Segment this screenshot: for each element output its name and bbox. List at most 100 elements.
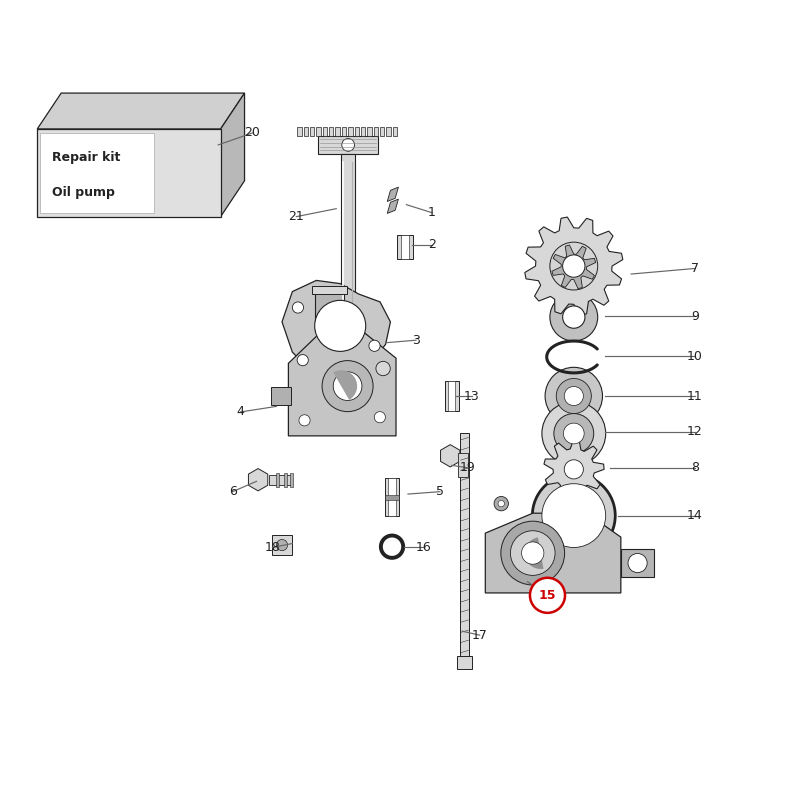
Text: 11: 11 [687, 390, 703, 402]
Text: 12: 12 [687, 426, 703, 438]
Text: 13: 13 [464, 390, 480, 402]
Circle shape [556, 378, 591, 414]
Bar [270, 475, 291, 485]
Polygon shape [282, 281, 390, 378]
Circle shape [564, 460, 583, 479]
Polygon shape [387, 199, 398, 214]
Bar [316, 126, 321, 136]
Bar [354, 126, 359, 136]
Bar [445, 381, 459, 411]
Bar [385, 495, 399, 500]
Text: Repair kit: Repair kit [52, 150, 120, 163]
Polygon shape [387, 187, 398, 202]
Bar [38, 129, 221, 217]
Circle shape [522, 542, 544, 564]
Text: 2: 2 [428, 238, 436, 251]
Bar [397, 235, 413, 259]
Wedge shape [334, 370, 357, 400]
Bar [276, 473, 279, 487]
Bar [310, 126, 314, 136]
Polygon shape [38, 93, 245, 129]
Bar [342, 126, 346, 136]
Bar [385, 478, 399, 516]
Bar [315, 288, 344, 332]
Polygon shape [621, 549, 654, 577]
Circle shape [501, 521, 565, 585]
Bar [361, 126, 366, 136]
Circle shape [510, 530, 555, 575]
Circle shape [498, 501, 505, 507]
Circle shape [542, 402, 606, 466]
Text: 16: 16 [416, 541, 432, 554]
Circle shape [342, 138, 354, 151]
Bar [458, 453, 468, 477]
Polygon shape [441, 445, 460, 467]
Text: 10: 10 [687, 350, 703, 362]
Text: 19: 19 [460, 462, 476, 474]
Text: 4: 4 [237, 406, 245, 418]
Circle shape [562, 255, 585, 278]
Text: 21: 21 [289, 210, 304, 223]
Bar [401, 235, 409, 259]
Circle shape [545, 367, 602, 425]
Bar [380, 126, 385, 136]
Circle shape [376, 362, 390, 376]
Bar [322, 126, 327, 136]
Text: Oil pump: Oil pump [52, 186, 114, 198]
Circle shape [554, 414, 594, 454]
Bar [272, 534, 292, 555]
Bar [41, 133, 154, 213]
Bar [389, 478, 396, 516]
Circle shape [550, 242, 598, 290]
Bar [348, 126, 353, 136]
Circle shape [369, 340, 380, 351]
Text: 18: 18 [265, 541, 280, 554]
Text: 8: 8 [691, 462, 699, 474]
Text: 5: 5 [436, 485, 444, 498]
Text: 17: 17 [472, 629, 488, 642]
Circle shape [532, 474, 615, 557]
Text: 3: 3 [412, 334, 420, 346]
Bar [329, 126, 334, 136]
Circle shape [628, 554, 647, 573]
Circle shape [297, 354, 308, 366]
Bar [393, 126, 398, 136]
Polygon shape [525, 217, 622, 315]
Circle shape [530, 578, 565, 613]
Circle shape [562, 306, 585, 328]
Bar [460, 434, 470, 658]
Circle shape [314, 300, 366, 351]
Bar [386, 126, 391, 136]
Bar [341, 154, 355, 313]
Circle shape [292, 302, 303, 313]
Bar [318, 136, 378, 154]
Circle shape [334, 372, 362, 401]
Circle shape [299, 414, 310, 426]
Bar [290, 473, 293, 487]
Bar [284, 473, 286, 487]
Polygon shape [288, 332, 396, 436]
Bar [303, 126, 308, 136]
Bar [458, 656, 472, 669]
Polygon shape [221, 93, 245, 217]
Text: 6: 6 [229, 485, 237, 498]
Circle shape [374, 412, 386, 423]
Bar [374, 126, 378, 136]
Circle shape [322, 361, 373, 412]
Bar [297, 126, 302, 136]
Bar [335, 126, 340, 136]
Polygon shape [249, 469, 268, 491]
Polygon shape [486, 514, 621, 593]
Circle shape [542, 484, 606, 547]
Circle shape [277, 539, 287, 550]
Polygon shape [552, 245, 596, 289]
Bar [271, 387, 290, 405]
Bar [312, 286, 347, 294]
Circle shape [563, 423, 584, 444]
Text: 14: 14 [687, 509, 703, 522]
Text: 1: 1 [428, 206, 436, 219]
Bar [367, 126, 372, 136]
Circle shape [494, 497, 509, 511]
Text: 9: 9 [691, 310, 699, 322]
Polygon shape [544, 439, 604, 499]
